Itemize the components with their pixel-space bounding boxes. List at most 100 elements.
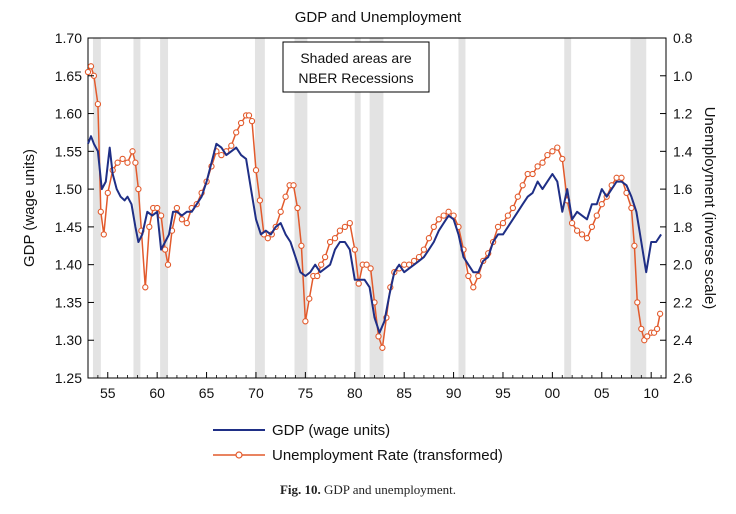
y-tick-label: 1.40 bbox=[55, 257, 82, 273]
y2-tick-label: 1.2 bbox=[673, 106, 693, 122]
gdp-unemployment-chart: GDP and Unemployment 1.25 1.30 1.35 1.40 1.4… bbox=[21, 9, 718, 464]
y2-tick-label: 2.4 bbox=[673, 332, 693, 348]
data-point bbox=[154, 204, 161, 212]
left-axis: 1.25 1.30 1.35 1.40 1.45 1.50 1.55 1.60 1.65 1.70 bbox=[55, 30, 94, 386]
data-point bbox=[87, 63, 95, 70]
x-tick-label: 00 bbox=[545, 385, 561, 401]
data-point bbox=[290, 182, 297, 189]
y-tick-label: 1.35 bbox=[55, 294, 82, 310]
data-point bbox=[146, 223, 153, 231]
legend-label-gdp: GDP (wage units) bbox=[272, 422, 390, 439]
data-point bbox=[318, 261, 325, 268]
data-point bbox=[129, 148, 136, 155]
data-point bbox=[499, 219, 507, 227]
annotation-line-1: Shaded areas are bbox=[300, 50, 412, 66]
x-tick-label: 75 bbox=[298, 385, 314, 401]
y2-tick-label: 2.6 bbox=[673, 370, 693, 386]
data-point bbox=[245, 112, 253, 119]
data-point bbox=[588, 223, 596, 231]
data-point bbox=[653, 325, 661, 333]
data-point bbox=[341, 223, 349, 231]
x-tick-label: 05 bbox=[594, 385, 610, 401]
legend: GDP (wage units) Unemployment Rate (tran… bbox=[213, 422, 503, 464]
data-point bbox=[124, 159, 131, 166]
data-point bbox=[549, 148, 556, 155]
y-tick-label: 1.30 bbox=[55, 332, 82, 348]
data-point bbox=[142, 284, 149, 291]
data-point bbox=[583, 235, 591, 242]
data-point bbox=[420, 246, 428, 253]
data-point bbox=[504, 212, 512, 219]
recession-band-8 bbox=[564, 38, 572, 378]
data-point bbox=[363, 261, 370, 268]
data-point bbox=[252, 167, 260, 174]
legend-item-unemployment: Unemployment Rate (transformed) bbox=[213, 447, 503, 464]
data-point bbox=[294, 204, 301, 212]
data-point bbox=[573, 227, 581, 234]
data-point bbox=[218, 151, 225, 159]
annotation-line-2: NBER Recessions bbox=[298, 70, 413, 86]
y2-tick-label: 2.2 bbox=[673, 294, 693, 310]
y2-tick-label: 1.0 bbox=[673, 68, 693, 84]
data-point bbox=[534, 163, 541, 170]
data-point bbox=[104, 189, 111, 197]
recession-band-9 bbox=[630, 38, 647, 378]
data-point bbox=[306, 295, 313, 302]
data-point bbox=[248, 117, 256, 125]
data-point bbox=[644, 333, 651, 340]
data-point bbox=[430, 223, 437, 231]
data-point bbox=[475, 272, 482, 280]
y-tick-label: 1.70 bbox=[55, 30, 82, 46]
y2-tick-label: 1.8 bbox=[673, 219, 693, 235]
data-point bbox=[440, 212, 447, 219]
data-point bbox=[326, 238, 334, 246]
y-tick-label: 1.55 bbox=[55, 143, 82, 159]
data-point bbox=[346, 219, 353, 227]
data-point bbox=[514, 193, 521, 200]
x-tick-label: 95 bbox=[495, 385, 511, 401]
data-point bbox=[298, 242, 305, 249]
data-point bbox=[228, 142, 235, 149]
recession-band-3 bbox=[254, 38, 265, 378]
recession-band-7 bbox=[458, 38, 466, 378]
legend-label-unemployment: Unemployment Rate (transformed) bbox=[272, 447, 503, 464]
y-tick-label: 1.25 bbox=[55, 370, 82, 386]
x-tick-label: 85 bbox=[396, 385, 412, 401]
y-tick-label: 1.50 bbox=[55, 181, 82, 197]
x-tick-label: 10 bbox=[643, 385, 659, 401]
annotation-box: Shaded areas are NBER Recessions bbox=[282, 41, 430, 93]
data-point bbox=[173, 204, 181, 212]
data-point bbox=[164, 261, 172, 268]
data-point bbox=[135, 185, 142, 193]
data-point bbox=[119, 155, 126, 163]
caption-prefix: Fig. 10. bbox=[279, 482, 321, 497]
recession-band-1 bbox=[133, 38, 141, 378]
data-point bbox=[598, 201, 605, 208]
data-point bbox=[264, 235, 271, 242]
data-point bbox=[638, 325, 645, 333]
recession-band-0 bbox=[92, 38, 101, 378]
x-tick-label: 65 bbox=[199, 385, 215, 401]
data-point bbox=[302, 318, 309, 325]
y2-tick-label: 1.6 bbox=[673, 181, 693, 197]
recession-band-2 bbox=[160, 38, 169, 378]
y2-tick-label: 0.8 bbox=[673, 30, 693, 46]
data-point bbox=[425, 235, 433, 242]
data-point bbox=[237, 119, 245, 127]
chart-title: GDP and Unemployment bbox=[295, 9, 462, 26]
data-point bbox=[367, 265, 374, 272]
data-point bbox=[277, 208, 284, 215]
x-tick-label: 60 bbox=[149, 385, 165, 401]
x-axis: 55 60 65 70 75 80 85 90 95 00 05 10 bbox=[87, 372, 662, 401]
x-tick-label: 80 bbox=[347, 385, 363, 401]
data-point bbox=[544, 151, 551, 159]
data-point bbox=[379, 344, 386, 351]
data-point bbox=[578, 231, 586, 238]
data-point bbox=[634, 299, 641, 306]
data-point bbox=[282, 193, 289, 200]
y-tick-label: 1.60 bbox=[55, 106, 82, 122]
data-point bbox=[529, 170, 536, 178]
series-gdp bbox=[87, 135, 662, 334]
data-point bbox=[183, 219, 190, 227]
data-point bbox=[494, 223, 502, 231]
